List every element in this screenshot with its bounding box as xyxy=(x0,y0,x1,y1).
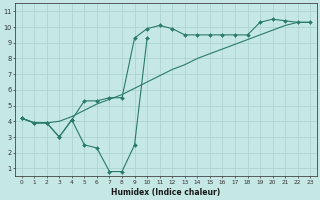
X-axis label: Humidex (Indice chaleur): Humidex (Indice chaleur) xyxy=(111,188,220,197)
